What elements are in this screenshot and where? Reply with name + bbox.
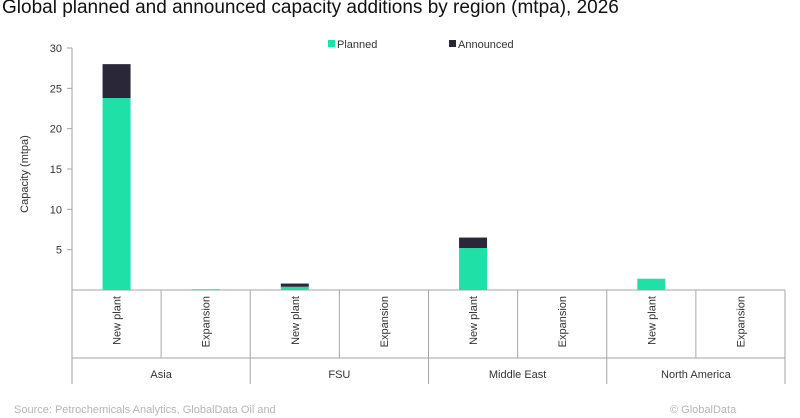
copyright-note: © GlobalData	[670, 404, 737, 416]
x-tick-label: New plant	[468, 296, 480, 345]
y-tick-label: 30	[50, 43, 62, 55]
y-axis: 5 10 15 20 25 30 Capacity (mtpa)	[19, 43, 73, 290]
bar-planned	[102, 98, 131, 290]
bar-planned	[280, 286, 309, 290]
x-group-label: Asia	[150, 369, 172, 381]
chart-title: Global planned and announced capacity ad…	[2, 0, 619, 18]
x-tick-label: Expansion	[201, 296, 213, 347]
legend-swatch-announced	[449, 40, 456, 47]
x-axis: New plant Expansion New plant Expansion New …	[71, 289, 786, 384]
legend: Planned Announced	[328, 39, 514, 51]
y-axis-title: Capacity (mtpa)	[19, 135, 31, 213]
bar-announced	[459, 237, 488, 249]
legend-label-announced: Announced	[458, 39, 514, 51]
x-tick-label: New plant	[112, 296, 124, 345]
bar-planned	[637, 278, 666, 290]
bar-announced	[280, 283, 309, 287]
source-note: Source: Petrochemicals Analytics, Global…	[14, 404, 276, 416]
y-tick-label: 25	[50, 83, 62, 95]
y-tick-label: 15	[50, 164, 62, 176]
x-tick-label: Expansion	[735, 296, 747, 347]
y-tick-label: 5	[56, 245, 62, 257]
legend-label-planned: Planned	[337, 39, 377, 51]
x-group-label: North America	[661, 369, 732, 381]
bar-planned	[191, 289, 220, 291]
x-tick-label: Expansion	[379, 296, 391, 347]
legend-swatch-planned	[328, 40, 335, 47]
bar-planned	[459, 248, 488, 290]
y-tick-label: 20	[50, 124, 62, 136]
x-tick-label: New plant	[646, 296, 658, 345]
x-group-label: FSU	[328, 369, 350, 381]
x-group-label: Middle East	[489, 369, 546, 381]
x-tick-label: Expansion	[557, 296, 569, 347]
y-tick-label: 10	[50, 204, 62, 216]
bar-announced	[102, 64, 131, 99]
bars	[102, 64, 666, 291]
x-tick-label: New plant	[290, 296, 302, 345]
